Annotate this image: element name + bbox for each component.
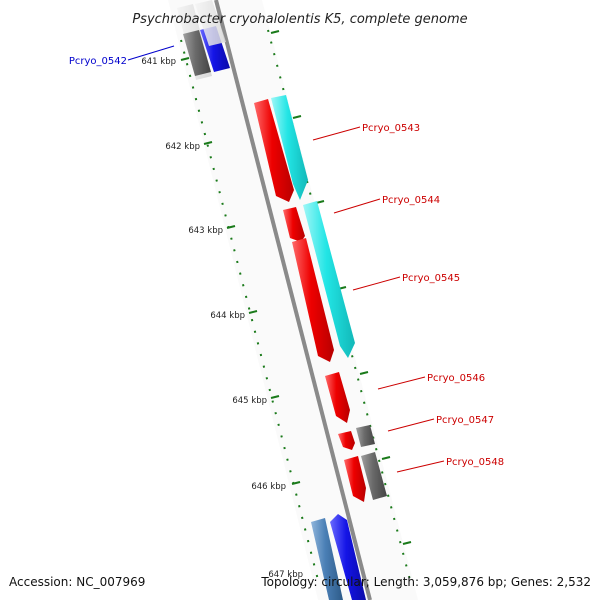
tick-mark bbox=[381, 456, 391, 460]
tick-label: 647 kbp bbox=[268, 570, 303, 580]
accession-text: Accession: NC_007969 bbox=[9, 575, 146, 589]
leader-line-0547 bbox=[387, 418, 435, 432]
tick-mark bbox=[291, 481, 301, 485]
leader-line-0548 bbox=[396, 460, 445, 473]
tick-mark bbox=[203, 141, 213, 145]
leader-line-0542 bbox=[127, 45, 175, 61]
gene-red-0548 bbox=[344, 456, 366, 502]
tick-mark bbox=[292, 115, 302, 119]
leader-lines bbox=[127, 45, 445, 473]
tick-label: 644 kbp bbox=[210, 311, 245, 321]
gene-gray-0547 bbox=[356, 425, 375, 447]
gene-label-0544[interactable]: Pcryo_0544 bbox=[382, 195, 440, 206]
gene-gray-top bbox=[183, 30, 211, 76]
gene-gray-0548 bbox=[361, 452, 387, 500]
genome-summary-text: Topology: circular; Length: 3,059,876 bp… bbox=[261, 575, 591, 589]
gene-red-0543 bbox=[254, 99, 294, 202]
gene-features bbox=[177, 0, 387, 600]
map-title: Psychrobacter cryohalolentis K5, complet… bbox=[132, 12, 467, 27]
tick-label: 646 kbp bbox=[251, 482, 286, 492]
leader-line-0546 bbox=[377, 376, 426, 390]
tick-mark bbox=[359, 371, 369, 375]
gene-label-0547[interactable]: Pcryo_0547 bbox=[436, 415, 494, 426]
tick-mark bbox=[270, 30, 280, 34]
tick-label: 642 kbp bbox=[165, 142, 200, 152]
gene-label-0546[interactable]: Pcryo_0546 bbox=[427, 373, 485, 384]
tick-mark bbox=[248, 310, 258, 314]
gene-red-0547 bbox=[338, 431, 355, 450]
tick-mark bbox=[402, 541, 412, 545]
leader-line-0544 bbox=[333, 198, 381, 214]
gene-light-partial bbox=[195, 0, 226, 46]
tick-label: 643 kbp bbox=[188, 226, 223, 236]
gene-red-0546 bbox=[325, 372, 350, 423]
genome-backbone bbox=[214, 0, 372, 600]
tick-mark bbox=[226, 225, 236, 229]
gene-labels: Pcryo_0542 Pcryo_0543 Pcryo_0544 Pcryo_0… bbox=[69, 56, 504, 468]
tick-mark bbox=[180, 57, 190, 61]
gene-cyan-0545 bbox=[303, 201, 355, 358]
gene-red-0545 bbox=[292, 238, 334, 362]
gene-label-0548[interactable]: Pcryo_0548 bbox=[446, 457, 504, 468]
tick-label: 641 kbp bbox=[141, 57, 176, 67]
gene-label-0542[interactable]: Pcryo_0542 bbox=[69, 56, 127, 67]
leader-line-0545 bbox=[352, 276, 401, 291]
leader-line-0543 bbox=[312, 126, 361, 141]
gene-red-0544 bbox=[283, 207, 305, 242]
tick-labels: 641 kbp 642 kbp 643 kbp 644 kbp 645 kbp … bbox=[141, 57, 303, 580]
tick-mark bbox=[270, 395, 280, 399]
gene-label-0545[interactable]: Pcryo_0545 bbox=[402, 273, 460, 284]
gene-label-0543[interactable]: Pcryo_0543 bbox=[362, 123, 420, 134]
gene-cyan-0543 bbox=[271, 95, 308, 200]
tick-label: 645 kbp bbox=[232, 396, 267, 406]
gene-steel-bottom bbox=[311, 518, 343, 600]
gene-blue-bottom bbox=[330, 514, 366, 600]
